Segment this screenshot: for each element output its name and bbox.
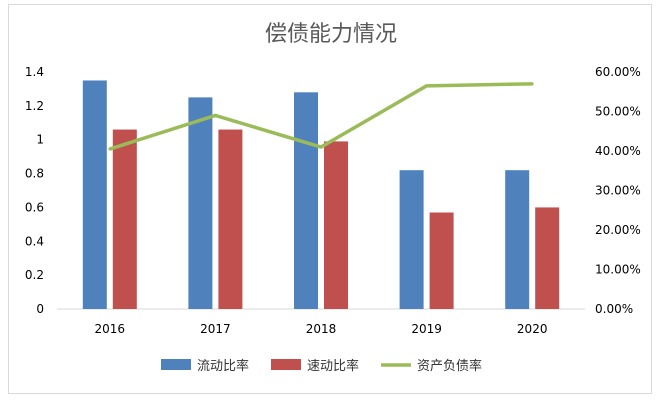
bar xyxy=(294,92,318,309)
bar xyxy=(218,129,243,309)
bar xyxy=(324,141,348,309)
bar xyxy=(399,170,424,309)
y-right-tick-label: 10.00% xyxy=(595,263,641,277)
y-right-tick-label: 60.00% xyxy=(595,65,641,79)
x-axis: 2016 2017 2018 2019 2020 xyxy=(57,308,585,336)
x-tick-label: 2016 xyxy=(95,322,126,336)
y-left-tick-label: 1 xyxy=(36,133,44,147)
y-left-tick-label: 0.6 xyxy=(25,200,44,214)
x-tick-label: 2017 xyxy=(200,322,231,336)
y-right-tick-label: 50.00% xyxy=(595,105,641,119)
x-tick-label: 2019 xyxy=(411,322,442,336)
legend-label: 流动比率 xyxy=(197,358,249,374)
legend-swatch xyxy=(161,359,191,370)
line-point xyxy=(108,147,112,151)
y-left-tick-label: 1.2 xyxy=(25,99,44,113)
y-left-tick-label: 0 xyxy=(36,302,44,316)
combo-chart: 偿债能力情况 0 0.2 0.4 0.6 0.8 1 1.2 1.4 0.00% 10.00% 2… xyxy=(25,22,641,374)
line-point xyxy=(425,84,429,88)
line-point xyxy=(530,82,534,86)
y-right-tick-label: 20.00% xyxy=(595,223,641,237)
legend-swatch xyxy=(271,359,301,370)
bar xyxy=(505,170,530,309)
legend-label: 速动比率 xyxy=(307,358,359,374)
bar xyxy=(188,97,213,310)
y-right-tick-label: 40.00% xyxy=(595,144,641,158)
bar-series xyxy=(82,80,560,310)
y-left-tick-label: 0.8 xyxy=(25,167,44,181)
chart-frame: 偿债能力情况 0 0.2 0.4 0.6 0.8 1 1.2 1.4 0.00% 10.00% 2… xyxy=(8,4,652,394)
bar xyxy=(535,207,560,309)
y-right-tick-label: 30.00% xyxy=(595,184,641,198)
legend: 流动比率 速动比率 资产负债率 xyxy=(161,358,482,374)
y-left-tick-label: 1.4 xyxy=(25,65,44,79)
line-point xyxy=(213,113,217,117)
x-tick-label: 2020 xyxy=(517,322,548,336)
y-axis-right: 0.00% 10.00% 20.00% 30.00% 40.00% 50.00% 60.00… xyxy=(595,65,641,316)
y-axis-left: 0 0.2 0.4 0.6 0.8 1 1.2 1.4 xyxy=(25,65,44,316)
line-path xyxy=(109,82,533,151)
bar xyxy=(82,80,107,309)
chart-title: 偿债能力情况 xyxy=(265,22,397,47)
y-left-tick-label: 0.4 xyxy=(25,234,44,248)
bar xyxy=(429,212,454,309)
x-tick-label: 2018 xyxy=(306,322,337,336)
y-right-tick-label: 0.00% xyxy=(595,302,633,316)
bar xyxy=(112,129,137,309)
y-left-tick-label: 0.2 xyxy=(25,268,44,282)
legend-label: 资产负债率 xyxy=(417,358,482,374)
line-series xyxy=(108,82,534,151)
line-point xyxy=(319,145,323,149)
